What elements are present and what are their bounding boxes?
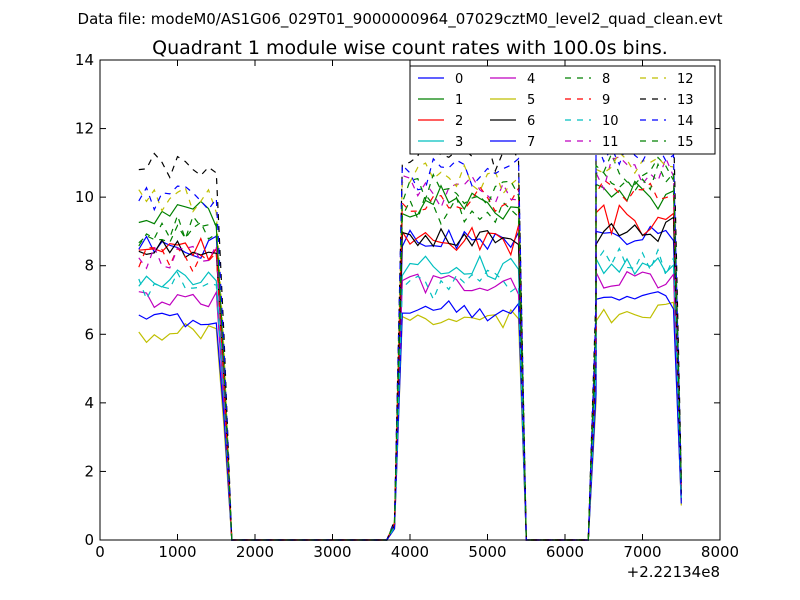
chart-title: Quadrant 1 module wise count rates with … — [152, 37, 668, 59]
x-tick-label: 8000 — [701, 543, 739, 561]
x-tick-label: 2000 — [236, 543, 274, 561]
legend-label-10: 10 — [602, 114, 619, 129]
legend-label-4: 4 — [527, 72, 535, 87]
legend-frame — [409, 65, 716, 155]
series-line-2 — [138, 203, 682, 541]
series-line-11 — [138, 156, 682, 541]
series-line-9 — [138, 179, 682, 541]
series-line-8 — [138, 152, 682, 541]
y-tick-label: 0 — [84, 531, 94, 549]
y-tick-label: 12 — [75, 120, 94, 138]
x-tick-label: 1000 — [158, 543, 196, 561]
series-line-7 — [138, 291, 682, 541]
series-line-5 — [138, 301, 682, 541]
series-line-10 — [138, 247, 682, 541]
series-line-4 — [138, 270, 682, 541]
legend-label-15: 15 — [677, 135, 694, 150]
legend-label-6: 6 — [527, 114, 535, 129]
y-tick-label: 10 — [75, 188, 94, 206]
series-line-12 — [138, 151, 682, 541]
x-axis: 0 1000 2000 3000 4000 5000 6000 7000 8000 — [95, 60, 739, 561]
x-tick-label: 4000 — [391, 543, 429, 561]
series-line-1 — [138, 180, 682, 541]
legend-label-8: 8 — [602, 72, 610, 87]
x-tick-label: 3000 — [313, 543, 351, 561]
series-line-3 — [138, 254, 682, 541]
y-tick-label: 8 — [84, 257, 94, 275]
x-offset-label: +2.22134e8 — [627, 563, 720, 581]
legend-label-7: 7 — [527, 135, 535, 150]
x-tick-label: 0 — [95, 543, 105, 561]
y-tick-label: 14 — [75, 51, 94, 69]
legend-label-9: 9 — [602, 93, 610, 108]
legend-label-0: 0 — [455, 72, 463, 87]
y-tick-label: 6 — [84, 325, 94, 343]
chart-suptitle: Data file: modeM0/AS1G06_029T01_90000009… — [78, 10, 723, 29]
legend-label-5: 5 — [527, 93, 535, 108]
x-tick-label: 7000 — [623, 543, 661, 561]
legend-label-2: 2 — [455, 114, 463, 129]
legend-label-1: 1 — [455, 93, 463, 108]
y-tick-label: 4 — [84, 394, 94, 412]
y-tick-label: 2 — [84, 462, 94, 480]
legend-label-12: 12 — [677, 72, 694, 87]
x-tick-label: 5000 — [468, 543, 506, 561]
legend-label-3: 3 — [455, 135, 463, 150]
series-line-15 — [138, 162, 682, 541]
legend-label-11: 11 — [602, 135, 619, 150]
plot-lines — [138, 115, 682, 541]
x-tick-label: 6000 — [546, 543, 584, 561]
legend-label-13: 13 — [677, 93, 694, 108]
legend-label-14: 14 — [677, 114, 694, 129]
